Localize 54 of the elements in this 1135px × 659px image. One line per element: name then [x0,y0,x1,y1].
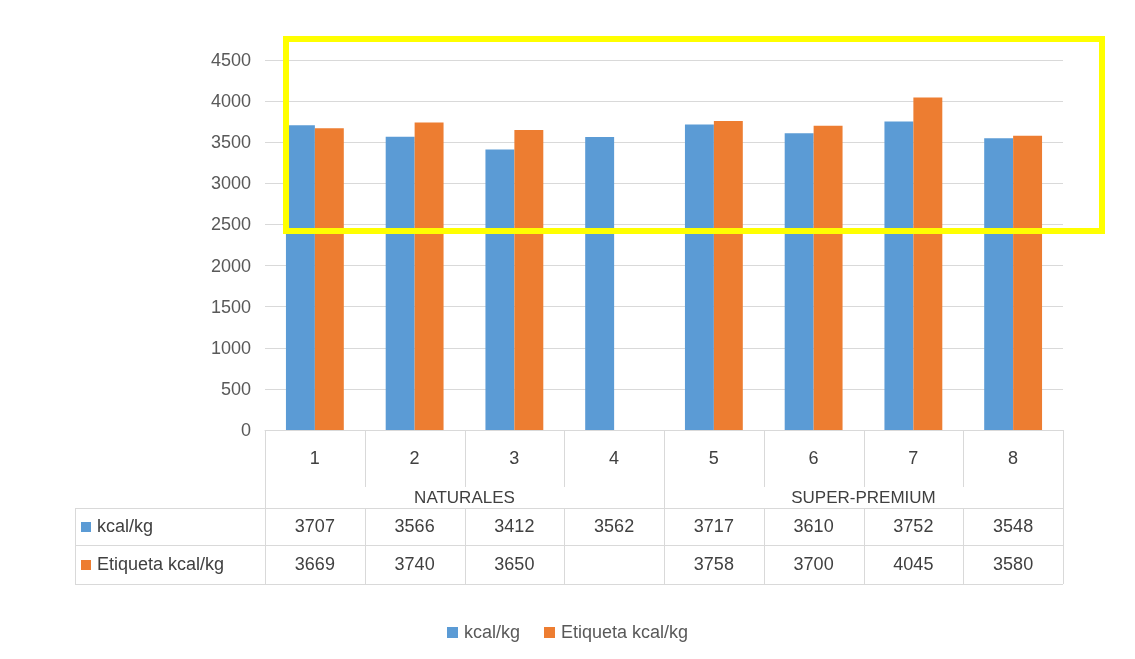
text: Etiqueta kcal/kg [560,622,689,642]
bar [514,129,544,430]
bar [1013,135,1043,430]
y-tick-label: 3000 [210,173,251,194]
text: NATURALES [413,487,516,508]
y-tick-label: 0 [240,420,251,440]
text: SUPER-PREMIUM [790,487,937,508]
bar [385,136,415,430]
bar [485,149,515,430]
bar [713,121,743,430]
bar [784,133,814,430]
data-label: 3562 [593,515,636,538]
x-tick-label: 8 [1007,447,1020,470]
x-tick-label: 7 [907,447,920,470]
text: kcal/kg [463,622,520,642]
x-tick-label: 1 [308,447,321,470]
data-label: 3610 [792,515,835,538]
data-label: 4045 [892,553,935,576]
y-tick-label: 2500 [210,214,251,235]
data-label: 3548 [992,515,1035,538]
data-label: 3650 [493,553,536,576]
bar [813,125,843,430]
x-tick-label: 6 [807,447,820,470]
legend-label: kcal/kg [97,516,154,537]
data-label: 3700 [792,553,835,576]
y-tick-label: 1500 [210,296,251,317]
data-label: 3412 [493,515,536,538]
data-label: 3566 [393,515,436,538]
x-tick-label: 2 [408,447,421,470]
data-label: 3669 [293,553,336,576]
data-label: 3717 [692,515,735,538]
data-label: 3707 [293,515,336,538]
y-tick-label: 500 [220,378,251,399]
bar [884,121,914,430]
legend-label: Etiqueta kcal/kg [97,554,225,575]
data-label: 3740 [393,553,436,576]
x-tick-label: 3 [508,447,521,470]
data-label: 3758 [692,553,735,576]
data-label: 3580 [992,553,1035,576]
bar [585,137,615,430]
bar [684,124,714,430]
x-tick-label: 5 [707,447,720,470]
bar [414,122,444,430]
x-tick-label: 4 [608,447,621,470]
bar [984,138,1014,430]
bar [314,128,344,430]
y-tick-label: 2000 [210,255,251,276]
data-label: 3752 [892,515,935,538]
y-tick-label: 1000 [210,337,251,358]
bar [913,97,943,430]
y-tick-label: 3500 [210,132,251,153]
y-tick-label: 4500 [210,50,251,70]
bar [285,125,315,430]
y-tick-label: 4000 [210,91,251,112]
